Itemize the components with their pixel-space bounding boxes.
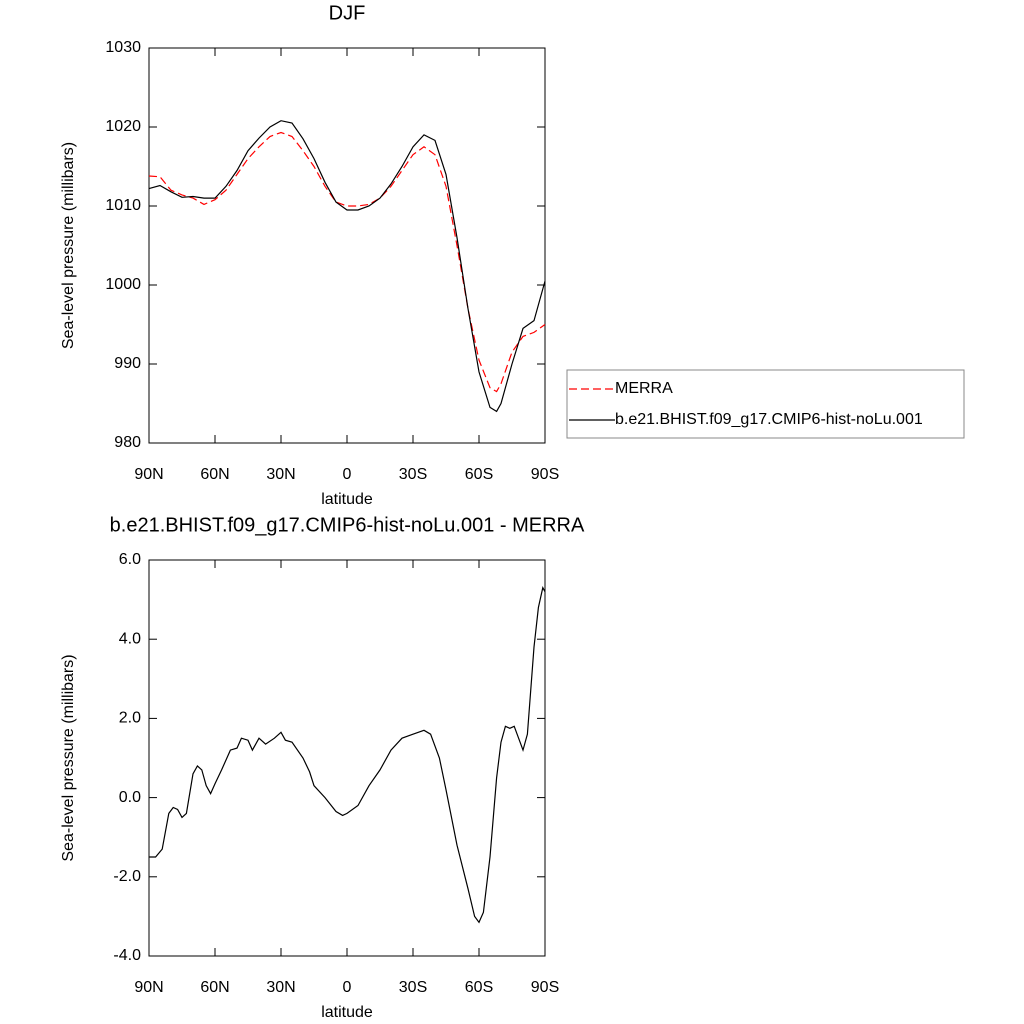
y-tick-label: 980 (114, 434, 141, 451)
y-axis-label: Sea-level pressure (millibars) (60, 654, 77, 861)
legend-box (566, 369, 965, 439)
x-tick-label: 30N (266, 466, 295, 483)
x-tick-label: 60N (200, 466, 229, 483)
y-tick-label: 2.0 (119, 710, 141, 727)
y-tick-label: 6.0 (119, 551, 141, 568)
y-tick-label: 1020 (105, 118, 141, 135)
data-line (148, 120, 546, 413)
y-tick-label: -4.0 (113, 947, 141, 964)
x-tick-label: 60S (465, 979, 493, 996)
y-tick-label: 1010 (105, 197, 141, 214)
y-tick-label: 1000 (105, 276, 141, 293)
y-tick-label: -2.0 (113, 868, 141, 885)
x-tick-label: 60S (465, 466, 493, 483)
x-tick-label: 60N (200, 979, 229, 996)
x-tick-label: 30S (399, 466, 427, 483)
x-tick-label: 90S (531, 466, 559, 483)
x-tick-label: 0 (343, 979, 352, 996)
x-tick-label: 90N (134, 979, 163, 996)
chart-title: b.e21.BHIST.f09_g17.CMIP6-hist-noLu.001 … (110, 514, 585, 536)
x-tick-label: 0 (343, 466, 352, 483)
y-tick-label: 990 (114, 355, 141, 372)
y-tick-label: 1030 (105, 39, 141, 56)
chart-title: DJF (329, 2, 366, 24)
legend-label: b.e21.BHIST.f09_g17.CMIP6-hist-noLu.001 (615, 411, 923, 428)
x-tick-label: 90S (531, 979, 559, 996)
data-line (149, 586, 546, 924)
legend-label: MERRA (615, 380, 673, 397)
y-tick-label: 4.0 (119, 630, 141, 647)
x-tick-label: 30N (266, 979, 295, 996)
x-axis-label: latitude (321, 491, 373, 508)
x-tick-label: 90N (134, 466, 163, 483)
data-line (148, 131, 546, 393)
y-axis-label: Sea-level pressure (millibars) (60, 142, 77, 349)
x-tick-label: 30S (399, 979, 427, 996)
plot-frame (148, 47, 546, 444)
x-axis-label: latitude (321, 1004, 373, 1021)
y-tick-label: 0.0 (119, 789, 141, 806)
